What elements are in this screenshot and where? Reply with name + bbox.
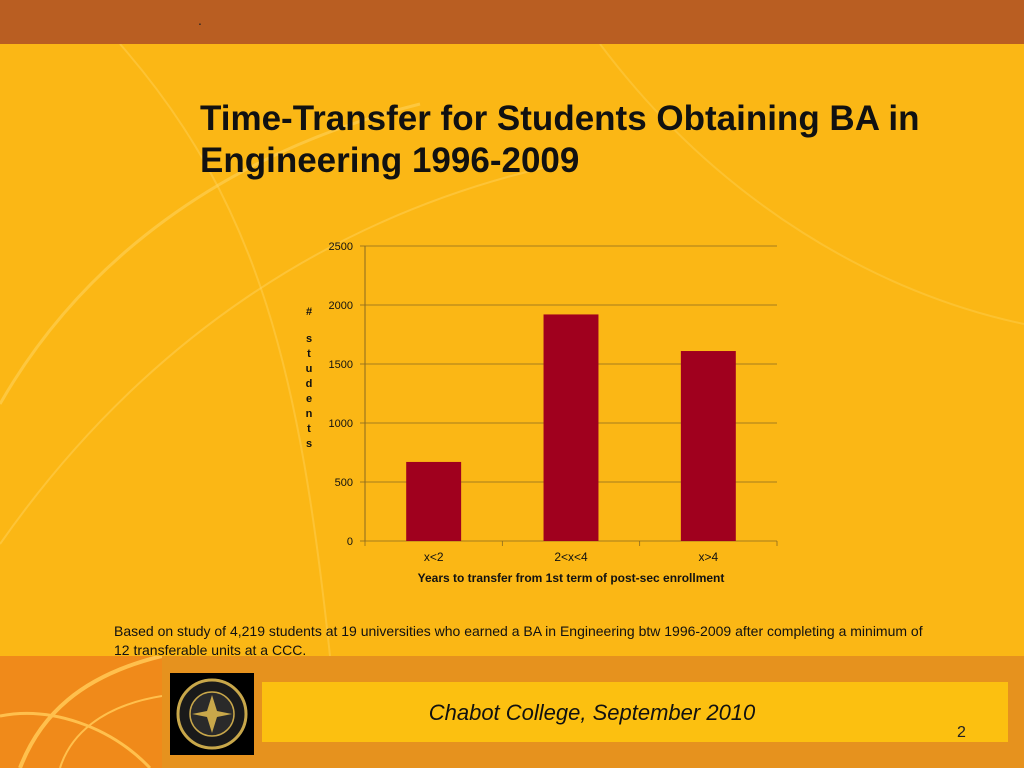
footer-bar: Chabot College, September 2010 <box>262 682 1008 742</box>
y-axis-label-char: s <box>305 438 313 450</box>
y-tick-label: 2500 <box>329 241 353 253</box>
y-axis-label-char: n <box>305 408 313 420</box>
footer-text: Chabot College, September 2010 <box>428 700 756 725</box>
college-seal-icon <box>176 678 248 750</box>
page-number: 2 <box>957 724 966 741</box>
y-axis-label-char: u <box>305 363 313 375</box>
background-swirls <box>0 44 1024 656</box>
slide-title: Time-Transfer for Students Obtaining BA … <box>200 99 920 180</box>
y-axis-label-char: t <box>307 423 311 435</box>
top-band <box>0 0 1024 44</box>
x-axis-label: Years to transfer from 1st term of post-… <box>418 571 725 585</box>
x-tick-label: x>4 <box>698 550 718 564</box>
y-tick-label: 1500 <box>329 359 353 371</box>
corner-decoration <box>0 656 162 768</box>
bar-0 <box>406 461 462 541</box>
x-tick-label: 2<x<4 <box>554 550 588 564</box>
y-axis-label-char: # <box>305 306 313 318</box>
top-mark: . <box>198 12 202 28</box>
bar-1 <box>543 314 599 541</box>
y-axis-label-char: d <box>305 378 313 390</box>
bar-chart: 0 500 1000 1500 2000 2500 x<2 2<x<4 x>4 Years to … <box>329 241 778 585</box>
y-tick-label: 0 <box>347 536 353 548</box>
y-tick-label: 1000 <box>329 418 353 430</box>
x-tick-label: x<2 <box>424 550 444 564</box>
y-axis-label-char <box>300 320 318 332</box>
college-logo <box>170 673 254 755</box>
y-axis-label-char: e <box>305 393 313 405</box>
y-axis-label-char: s <box>305 333 313 345</box>
bar-2 <box>680 351 736 541</box>
y-tick-label: 2000 <box>329 300 353 312</box>
y-axis-label-char: t <box>307 348 311 360</box>
study-footnote: Based on study of 4,219 students at 19 u… <box>114 623 923 658</box>
corner-swirl-graphic <box>0 656 162 768</box>
y-tick-label: 500 <box>335 477 353 489</box>
